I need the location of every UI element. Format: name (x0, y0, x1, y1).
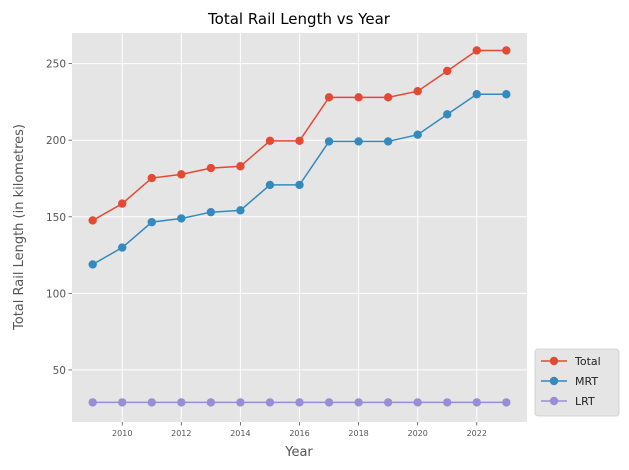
total-data-point (177, 170, 186, 179)
x-tick-label: 2012 (171, 429, 191, 438)
total-data-point (443, 66, 452, 76)
total-data-point (118, 199, 127, 208)
total-data-point (502, 46, 511, 55)
x-tick-labels: 2010 2012 2014 2016 2018 2020 2022 (112, 429, 487, 438)
mrt-data-point (118, 243, 127, 252)
mrt-data-point (88, 260, 97, 269)
mrt-data-point (354, 137, 363, 146)
mrt-data-point (147, 217, 156, 227)
legend: Total MRT LRT (534, 348, 620, 417)
lrt-data-point (206, 398, 216, 407)
lrt-data-point (472, 398, 481, 407)
mrt-data-point (324, 137, 334, 146)
total-data-point (295, 136, 304, 146)
y-tick-label: 250 (46, 59, 66, 71)
y-tick-label: 100 (46, 288, 66, 300)
mrt-data-point (443, 110, 452, 119)
lrt-data-point (147, 398, 156, 407)
mrt-data-point (383, 137, 393, 146)
y-tick-label: 150 (46, 212, 66, 224)
mrt-data-point (265, 180, 275, 190)
x-tick-label: 2018 (348, 429, 368, 438)
chart-title: Total Rail Length vs Year (207, 10, 391, 28)
lrt-data-point (118, 398, 127, 407)
total-data-point (472, 46, 481, 55)
x-tick-label: 2020 (408, 429, 428, 438)
y-tick-label: 200 (46, 135, 66, 147)
series-layer (88, 46, 511, 407)
lrt-data-point (413, 398, 422, 407)
total-data-point (236, 162, 245, 171)
legend-label-mrt: MRT (575, 375, 598, 388)
legend-marker-mrt (549, 376, 559, 386)
legend-marker-total (549, 356, 559, 366)
total-data-point (265, 136, 275, 146)
y-tick-label: 50 (53, 365, 66, 377)
lrt-data-point (295, 398, 304, 407)
lrt-data-point (88, 398, 97, 407)
y-axis-title: Total Rail Length (in kilometres) (12, 124, 27, 331)
lrt-data-point (502, 398, 511, 407)
total-data-point (413, 86, 422, 96)
total-data-point (324, 93, 334, 102)
lrt-data-point (354, 398, 363, 407)
lrt-data-point (324, 398, 334, 407)
lrt-data-point (177, 398, 186, 407)
legend-label-lrt: LRT (575, 395, 595, 408)
mrt-data-point (206, 207, 216, 217)
mrt-data-point (177, 214, 186, 223)
mrt-data-point (295, 180, 304, 190)
x-tick-label: 2016 (289, 429, 309, 438)
mrt-data-point (236, 206, 245, 215)
total-data-point (383, 93, 393, 102)
x-tick-label: 2014 (230, 429, 250, 438)
total-data-point (354, 93, 363, 102)
total-data-point (206, 163, 216, 173)
y-tick-labels: 50 100 150 200 250 (46, 59, 66, 377)
lrt-data-point (236, 398, 245, 407)
x-axis-title: Year (284, 445, 313, 460)
x-tick-label: 2022 (467, 429, 487, 438)
lrt-data-point (265, 398, 275, 407)
x-tick-label: 2010 (112, 429, 132, 438)
mrt-data-point (413, 130, 422, 139)
mrt-data-point (472, 90, 481, 99)
total-data-point (88, 216, 97, 225)
lrt-data-point (443, 398, 452, 407)
lrt-data-point (383, 398, 393, 407)
total-data-point (147, 173, 156, 183)
legend-marker-lrt (549, 396, 559, 406)
legend-label-total: Total (574, 355, 601, 368)
mrt-data-point (502, 90, 511, 99)
